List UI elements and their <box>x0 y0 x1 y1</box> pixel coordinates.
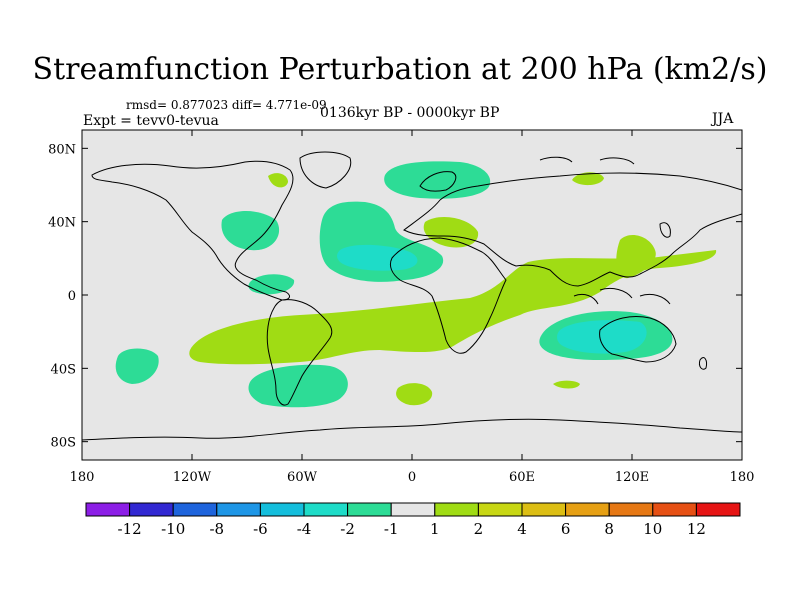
colorbar-swatch <box>695 502 741 517</box>
colorbar-label: 12 <box>687 520 706 538</box>
colorbar-label: -8 <box>209 520 224 538</box>
lat-tick-label: 40S <box>51 362 76 377</box>
scandinavia-coast <box>419 171 457 192</box>
stats-line: rmsd= 0.877023 diff= 4.771e-09 <box>126 98 327 112</box>
axis-tick-labels: 180 120W 60W 0 60E 120E 180 80N 40N 0 40S 80S <box>48 142 754 485</box>
southern-hemisphere-positive-band <box>189 250 717 365</box>
colorbar <box>85 502 741 517</box>
japan-coast <box>659 222 671 238</box>
season-label: JJA <box>712 111 734 127</box>
south-pacific-negative-region <box>115 348 159 384</box>
australia-coast <box>599 316 677 363</box>
chart-title: Streamfunction Perturbation at 200 hPa (… <box>32 52 768 87</box>
colorbar-swatch <box>303 502 349 517</box>
lat-tick-label: 80N <box>48 142 76 157</box>
positive-anomaly-regions <box>189 172 717 406</box>
lon-tick-label: 0 <box>408 470 416 485</box>
colorbar-swatch <box>85 502 131 517</box>
lon-tick-label: 60W <box>287 470 318 485</box>
colorbar-label: -12 <box>118 520 142 538</box>
greenland-coast <box>299 151 352 189</box>
colorbar-swatch <box>608 502 654 517</box>
colorbar-label: -1 <box>384 520 399 538</box>
colorbar-label: 2 <box>474 520 484 538</box>
north-america-negative-region <box>221 211 280 251</box>
colorbar-label: -4 <box>297 520 312 538</box>
colorbar-label: 1 <box>430 520 440 538</box>
lat-tick-label: 0 <box>68 289 76 304</box>
colorbar-swatch <box>477 502 523 517</box>
colorbar-label: 4 <box>517 520 527 538</box>
lon-tick-label: 120W <box>173 470 212 485</box>
south-america-coast <box>266 299 333 406</box>
colorbar-swatch <box>259 502 305 517</box>
north-atlantic-positive-region <box>268 173 288 188</box>
colorbar-label: -10 <box>161 520 185 538</box>
colorbar-swatch <box>652 502 697 517</box>
eurasia-coast <box>403 172 742 287</box>
colorbar-swatch <box>172 502 218 517</box>
asia-positive-region <box>616 235 656 279</box>
atlantic-strong-negative-core <box>337 244 418 271</box>
colorbar-swatch <box>390 502 436 517</box>
south-america-negative-region <box>248 364 348 408</box>
arctic-positive-region <box>572 172 604 186</box>
indian-strong-negative-core <box>557 320 647 354</box>
colorbar-label: -6 <box>253 520 268 538</box>
arctic-islands-coast <box>539 156 635 165</box>
lat-tick-label: 80S <box>51 436 76 451</box>
caribbean-negative-region <box>248 274 295 295</box>
lon-tick-label: 180 <box>70 470 95 485</box>
north-america-coast <box>91 160 294 301</box>
colorbar-swatch <box>129 502 174 517</box>
lat-tick-label: 40N <box>48 216 76 231</box>
new-zealand-coast <box>699 357 707 370</box>
contour-fields <box>82 151 742 441</box>
mediterranean-positive-region <box>423 217 479 248</box>
africa-coast <box>389 237 507 354</box>
colorbar-label: 6 <box>561 520 571 538</box>
experiment-label: Expt = tevv0-tevua <box>83 113 219 129</box>
lon-tick-label: 180 <box>730 470 755 485</box>
axis-ticks <box>81 130 743 460</box>
colorbar-labels: -12 -10 -8 -6 -4 -2 -1 1 2 4 6 8 10 12 <box>118 520 706 538</box>
colorbar-swatch <box>347 502 392 517</box>
coastlines <box>82 151 742 441</box>
colorbar-label: 10 <box>643 520 662 538</box>
lon-tick-label: 60E <box>509 470 535 485</box>
colorbar-swatch <box>521 502 567 517</box>
south-atlantic-positive-region <box>396 383 433 406</box>
colorbar-label: 8 <box>604 520 614 538</box>
scandinavia-negative-region <box>384 161 491 199</box>
colorbar-label: -2 <box>340 520 355 538</box>
colorbar-swatch <box>434 502 479 517</box>
antarctica-coast <box>82 418 742 441</box>
colorbar-swatch <box>565 502 610 517</box>
period-label: 0136kyr BP - 0000kyr BP <box>320 105 500 121</box>
indian-ocean-positive-region <box>553 380 580 389</box>
strong-negative-cores <box>337 244 647 354</box>
colorbar-swatch <box>216 502 261 517</box>
maritime-continent-coast <box>573 287 671 305</box>
lon-tick-label: 120E <box>615 470 649 485</box>
